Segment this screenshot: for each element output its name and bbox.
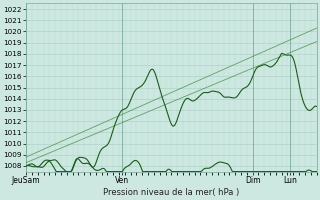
X-axis label: Pression niveau de la mer( hPa ): Pression niveau de la mer( hPa ) — [103, 188, 239, 197]
